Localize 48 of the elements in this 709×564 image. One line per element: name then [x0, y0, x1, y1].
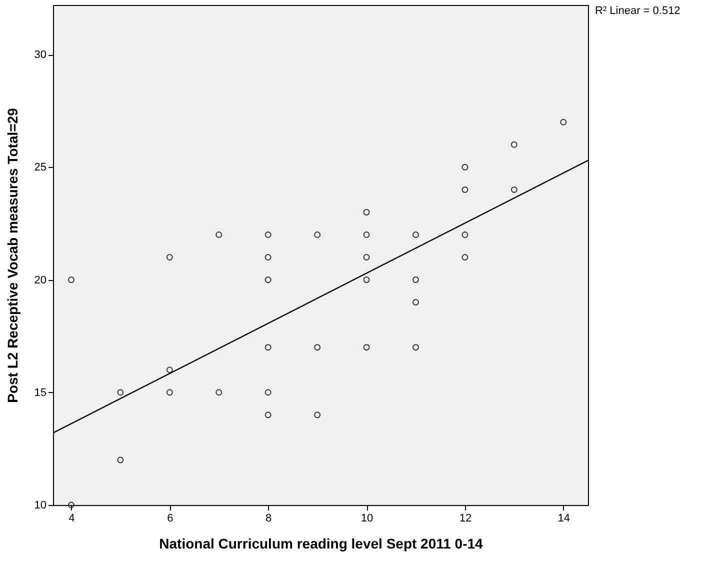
point	[264, 254, 272, 260]
point	[216, 231, 222, 238]
point	[363, 276, 370, 284]
point	[412, 231, 419, 238]
y-axis-title: Post L2 Receptive Vocab measures Total=29	[4, 108, 20, 403]
point	[412, 299, 419, 306]
point	[560, 118, 567, 126]
point	[363, 208, 370, 216]
y-tick-label: 25	[34, 162, 46, 174]
point	[462, 186, 468, 193]
x-tick-label: 6	[167, 512, 174, 524]
point	[117, 456, 124, 464]
x-tick-label: 4	[68, 512, 75, 524]
y-tick-label: 10	[34, 500, 46, 512]
point	[412, 276, 419, 284]
x-tick-label: 12	[459, 512, 472, 524]
point	[68, 276, 74, 284]
point	[462, 254, 468, 260]
point	[166, 366, 173, 374]
point	[363, 231, 370, 238]
point	[412, 344, 419, 351]
y-tick-label: 30	[34, 49, 46, 62]
point	[117, 389, 124, 396]
point	[363, 254, 370, 260]
x-tick-label: 14	[558, 512, 570, 524]
point	[462, 231, 468, 238]
point	[510, 186, 518, 193]
point	[264, 276, 272, 284]
point	[314, 412, 321, 418]
text: R² Linear = 0.512	[595, 5, 680, 17]
point	[166, 254, 173, 260]
point	[363, 344, 370, 351]
point	[264, 389, 272, 396]
x-tick-label: 8	[266, 512, 272, 524]
point	[264, 344, 272, 351]
point	[216, 389, 222, 396]
point	[166, 389, 173, 396]
point	[264, 231, 272, 238]
point	[462, 164, 468, 170]
x-axis-title: National Curriculum reading level Sept 2011 0-14	[159, 536, 484, 552]
x-tick-label: 10	[360, 512, 374, 524]
y-tick-label: 15	[34, 386, 46, 399]
y-tick-label: 20	[34, 274, 46, 286]
point	[314, 231, 321, 238]
point	[264, 412, 272, 418]
point	[510, 141, 518, 148]
point	[314, 344, 321, 351]
point	[68, 502, 74, 508]
